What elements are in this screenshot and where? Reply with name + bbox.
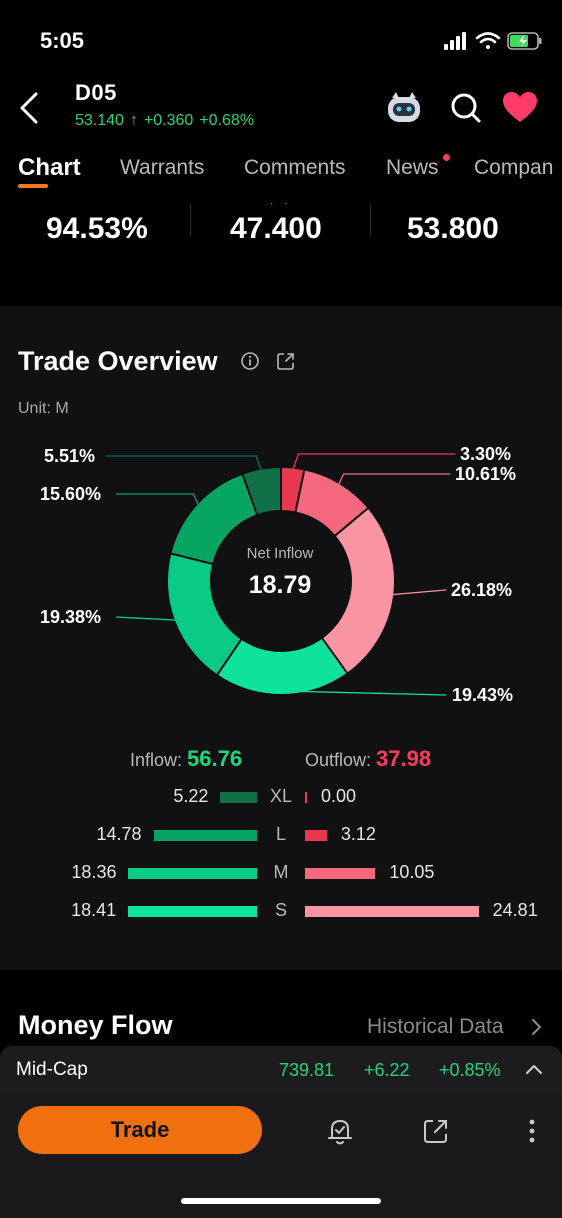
wifi-icon	[475, 32, 501, 49]
index-name: Mid-Cap	[16, 1059, 88, 1080]
status-icons	[444, 32, 542, 50]
stat-value-2: 47.400	[230, 212, 322, 245]
donut-segment-m-outflow	[320, 506, 396, 675]
leader-line-m-inflow	[116, 493, 200, 508]
bottom-action-bar: Trade	[0, 1094, 562, 1218]
outflow-total: 37.98	[376, 746, 432, 771]
outflow-summary: Outflow: 37.98	[305, 746, 431, 772]
pct-label-l-outflow: 10.61%	[455, 464, 517, 484]
home-indicator	[181, 1198, 381, 1204]
pct-label-m-outflow: 26.18%	[451, 580, 513, 600]
leader-line-xl-outflow	[291, 453, 455, 472]
active-tab-indicator	[18, 184, 48, 188]
trade-button[interactable]: Trade	[18, 1106, 262, 1154]
price-change-pct: +0.68%	[199, 112, 255, 129]
pct-label-xl-outflow: 3.30%	[460, 444, 512, 464]
ticker-symbol: D05	[75, 80, 117, 105]
tab-bar: Chart Warrants Comments News Compan	[0, 150, 562, 194]
scroll-dots: · ·	[270, 198, 292, 209]
inflow-bar-xl	[220, 792, 257, 803]
favorite-heart-icon[interactable]	[500, 88, 540, 128]
search-icon[interactable]	[446, 88, 486, 128]
trade-donut-chart	[106, 453, 455, 696]
net-inflow-value: 18.79	[248, 571, 312, 599]
tab-chart[interactable]: Chart	[18, 154, 81, 181]
outflow-value-m: 10.05	[389, 862, 435, 882]
inflow-value-xl: 5.22	[173, 786, 209, 806]
unit-label: Unit: M	[18, 400, 69, 417]
outflow-label: Outflow:	[305, 750, 372, 770]
stat-value-1: 94.53%	[46, 212, 148, 245]
inflow-bar-s	[128, 906, 257, 917]
share-icon[interactable]	[275, 350, 297, 372]
category-xl: XL	[269, 786, 293, 806]
category-m: M	[273, 862, 289, 882]
share-icon[interactable]	[419, 1114, 453, 1148]
inflow-bar-l	[153, 830, 257, 841]
outflow-value-s: 24.81	[492, 900, 538, 920]
leader-line-s-inflow	[115, 616, 179, 621]
inflow-summary: Inflow: 56.76	[130, 746, 242, 772]
leader-line-m-outflow	[390, 589, 447, 596]
historical-data-link[interactable]: Historical Data	[367, 1015, 504, 1038]
price-alert-bell-icon[interactable]	[323, 1114, 357, 1148]
category-s: S	[274, 900, 287, 920]
category-l: L	[275, 824, 286, 844]
inflow-value-m: 18.36	[71, 862, 117, 882]
inflow-bar-m	[128, 868, 257, 879]
outflow-bar-xl	[305, 792, 307, 803]
chevron-right-icon[interactable]	[530, 1016, 544, 1038]
leader-line-s-outflow	[282, 690, 447, 696]
inflow-value-s: 18.41	[71, 900, 117, 920]
price-change: +0.360	[143, 112, 194, 129]
pct-label-s-outflow: 19.43%	[452, 685, 514, 705]
back-icon[interactable]	[14, 88, 46, 128]
outflow-value-xl: 0.00	[321, 786, 357, 806]
outflow-value-l: 3.12	[340, 824, 376, 844]
trade-overview-title: Trade Overview	[18, 346, 218, 376]
more-options-icon[interactable]	[515, 1114, 549, 1148]
signal-icon	[444, 32, 466, 50]
inflow-label: Inflow:	[130, 750, 183, 770]
stock-header: D05 53.140 ↑ +0.360 +0.68%	[0, 74, 562, 144]
status-time: 5:05	[40, 28, 85, 53]
stats-row: · · 94.53% 47.400 53.800	[0, 198, 562, 304]
chevron-up-icon[interactable]	[524, 1062, 544, 1076]
outflow-bar-l	[305, 830, 327, 841]
tab-company[interactable]: Compan	[474, 156, 554, 179]
stat-value-3: 53.800	[407, 212, 499, 245]
donut-hole	[212, 512, 350, 650]
info-icon[interactable]	[239, 350, 261, 372]
price: 53.140	[75, 112, 124, 129]
money-flow-title: Money Flow	[18, 1010, 173, 1040]
pct-label-s-inflow: 19.38%	[40, 607, 102, 627]
robot-assistant-icon[interactable]	[384, 88, 424, 128]
tab-comments[interactable]: Comments	[244, 156, 346, 179]
leader-line-xl-inflow	[106, 455, 263, 473]
pct-label-m-inflow: 15.60%	[40, 484, 102, 504]
donut-segment-xl-inflow	[241, 465, 282, 517]
battery-icon	[507, 32, 542, 50]
stock-quote: 53.140 ↑ +0.360 +0.68%	[75, 112, 260, 130]
status-bar: 5:05	[0, 0, 562, 80]
pct-label-xl-inflow: 5.51%	[44, 446, 96, 466]
up-arrow-icon: ↑	[129, 112, 138, 129]
index-ticker-bar[interactable]: Mid-Cap 739.81 +6.22 +0.85%	[0, 1046, 562, 1094]
index-change: +6.22	[364, 1060, 410, 1080]
trade-overview-card: Trade Overview Unit: M 3.30% 10.61% 26.1…	[0, 306, 562, 970]
stat-divider	[190, 204, 191, 236]
tab-warrants[interactable]: Warrants	[120, 156, 205, 179]
outflow-bar-s	[305, 906, 479, 917]
inflow-total: 56.76	[187, 746, 243, 771]
tab-news[interactable]: News	[386, 156, 439, 179]
news-notification-dot	[443, 154, 450, 161]
stat-divider	[370, 204, 371, 236]
leader-line-l-outflow	[337, 473, 450, 487]
inflow-value-l: 14.78	[96, 824, 142, 844]
outflow-bar-m	[305, 868, 376, 879]
net-inflow-label: Net Inflow	[246, 545, 314, 562]
index-change-pct: +0.85%	[439, 1060, 501, 1080]
index-value: 739.81	[279, 1060, 335, 1080]
